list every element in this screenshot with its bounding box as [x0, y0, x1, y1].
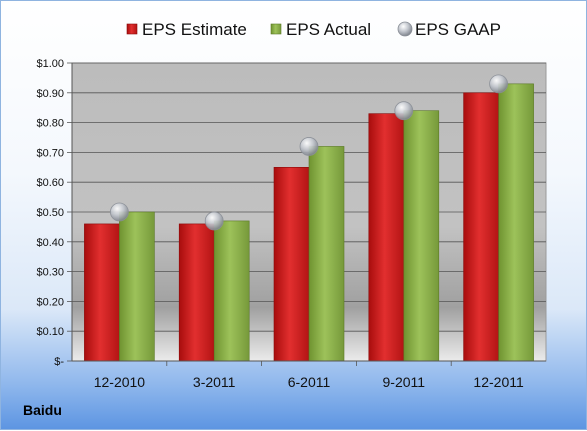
x-category-label: 6-2011 — [288, 374, 331, 390]
legend-swatch — [270, 23, 282, 35]
company-label: Baidu — [23, 402, 62, 418]
legend-entry: EPS Actual — [286, 20, 371, 39]
marker-eps-gaap — [299, 137, 319, 156]
plot-area: $- $0.10 $0.20 $0.30 $0.40 $0.50 $0.60 $0.70 $0.… — [36, 58, 547, 390]
bar-eps-actual — [119, 211, 155, 362]
bar-eps-actual — [213, 220, 250, 362]
bar-eps-estimate — [368, 113, 405, 362]
y-tick-label: $1.00 — [36, 58, 64, 70]
legend: EPS Estimate EPS Actual EPS GAAP — [126, 20, 501, 39]
bar-eps-estimate — [178, 223, 215, 362]
y-tick-label: $- — [54, 356, 64, 368]
marker-eps-gaap — [110, 202, 129, 222]
y-tick-label: $0.90 — [36, 88, 64, 100]
legend-swatch — [397, 21, 413, 37]
marker-eps-gaap — [394, 101, 414, 121]
x-category-label: 9-2011 — [383, 374, 426, 390]
marker-eps-gaap — [489, 74, 509, 94]
y-tick-label: $0.70 — [36, 147, 64, 159]
y-tick-label: $0.50 — [36, 207, 64, 219]
x-category-label: 12-2010 — [94, 374, 146, 390]
y-tick-label: $0.60 — [36, 177, 64, 189]
bar-eps-actual — [498, 83, 534, 362]
bar-eps-actual — [403, 110, 440, 362]
y-tick-label: $0.10 — [36, 326, 64, 338]
y-tick-label: $0.80 — [36, 118, 64, 130]
marker-eps-gaap — [204, 211, 224, 231]
legend-entry: EPS GAAP — [415, 20, 501, 39]
bar-eps-actual — [308, 146, 345, 362]
y-tick-label: $0.30 — [36, 267, 64, 279]
bar-eps-estimate — [84, 223, 120, 362]
legend-entry: EPS Estimate — [142, 20, 247, 39]
bar-eps-estimate — [273, 167, 310, 362]
legend-swatch — [126, 23, 138, 35]
bar-eps-estimate — [463, 92, 499, 362]
x-category-label: 12-2011 — [473, 374, 524, 390]
x-category-label: 3-2011 — [193, 374, 236, 390]
y-tick-label: $0.40 — [36, 237, 64, 249]
y-tick-label: $0.20 — [36, 296, 64, 308]
